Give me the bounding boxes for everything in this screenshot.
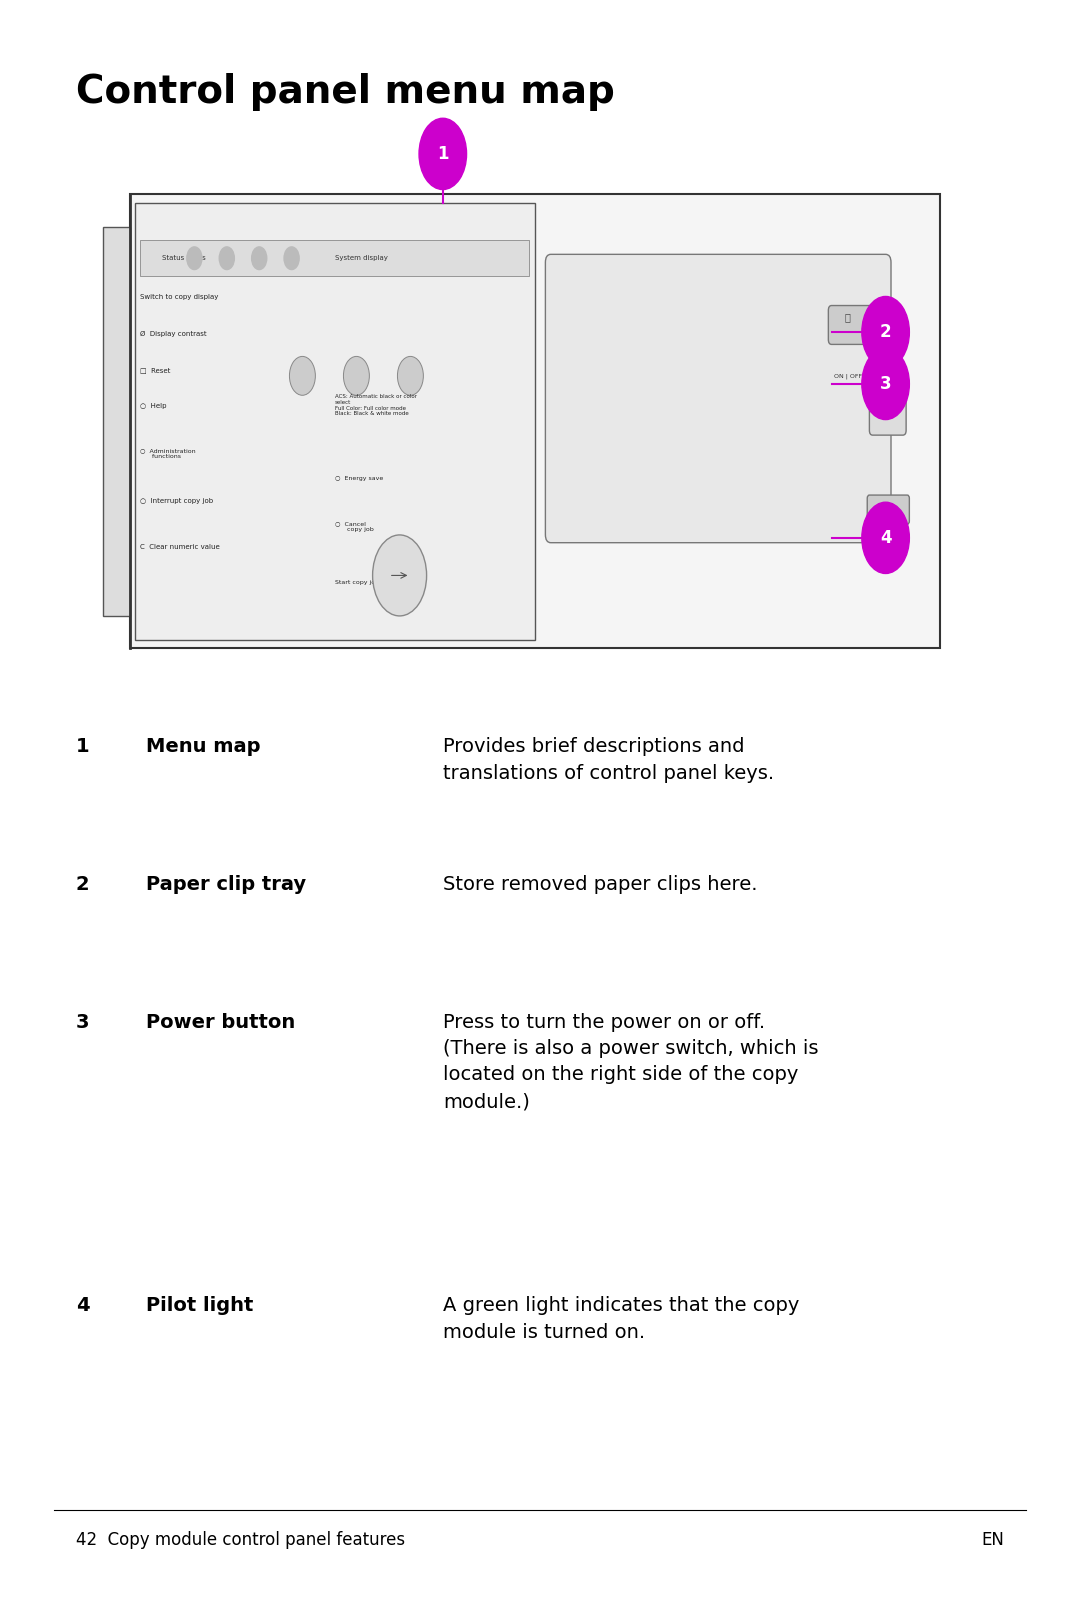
FancyBboxPatch shape bbox=[869, 381, 906, 436]
Circle shape bbox=[419, 118, 467, 190]
Text: ON | OFF: ON | OFF bbox=[834, 373, 862, 379]
Text: Store removed paper clips here.: Store removed paper clips here. bbox=[443, 875, 757, 894]
Circle shape bbox=[187, 246, 202, 269]
Circle shape bbox=[862, 348, 909, 420]
Text: 4: 4 bbox=[76, 1296, 90, 1315]
Text: Status lights: Status lights bbox=[162, 256, 206, 261]
Text: ○  Help: ○ Help bbox=[140, 403, 167, 410]
Text: ⏻: ⏻ bbox=[845, 313, 851, 322]
Circle shape bbox=[862, 296, 909, 368]
Text: Start copy job: Start copy job bbox=[335, 580, 379, 585]
Text: Paper clip tray: Paper clip tray bbox=[146, 875, 306, 894]
Circle shape bbox=[284, 246, 299, 269]
Text: 2: 2 bbox=[76, 875, 90, 894]
Text: 3: 3 bbox=[76, 1012, 90, 1032]
Text: □  Reset: □ Reset bbox=[140, 366, 171, 373]
Text: 2: 2 bbox=[880, 322, 891, 342]
Circle shape bbox=[397, 356, 423, 395]
Text: A green light indicates that the copy
module is turned on.: A green light indicates that the copy mo… bbox=[443, 1296, 799, 1341]
Text: Switch to copy display: Switch to copy display bbox=[140, 295, 219, 300]
Text: Press to turn the power on or off.
(There is also a power switch, which is
locat: Press to turn the power on or off. (Ther… bbox=[443, 1012, 819, 1111]
Text: Ø  Display contrast: Ø Display contrast bbox=[140, 330, 207, 337]
Circle shape bbox=[343, 356, 369, 395]
FancyBboxPatch shape bbox=[867, 496, 909, 525]
Text: C  Clear numeric value: C Clear numeric value bbox=[140, 544, 220, 549]
Text: EN: EN bbox=[982, 1531, 1004, 1549]
Text: 3: 3 bbox=[880, 374, 891, 394]
FancyBboxPatch shape bbox=[103, 227, 130, 616]
FancyBboxPatch shape bbox=[135, 202, 535, 640]
Text: ○  Interrupt copy job: ○ Interrupt copy job bbox=[140, 499, 214, 504]
Text: ○  Cancel
      copy job: ○ Cancel copy job bbox=[335, 522, 374, 531]
Text: System display: System display bbox=[335, 256, 388, 261]
Text: Power button: Power button bbox=[146, 1012, 295, 1032]
Circle shape bbox=[252, 246, 267, 269]
Text: Pilot light: Pilot light bbox=[146, 1296, 253, 1315]
Circle shape bbox=[219, 246, 234, 269]
Text: ACS: Automatic black or color
select
Full Color: Full color mode
Black: Black & : ACS: Automatic black or color select Ful… bbox=[335, 394, 417, 416]
Circle shape bbox=[862, 502, 909, 573]
Text: 1: 1 bbox=[76, 737, 90, 757]
Text: 1: 1 bbox=[437, 144, 448, 164]
Text: 4: 4 bbox=[880, 528, 891, 548]
FancyBboxPatch shape bbox=[130, 194, 940, 648]
Text: ○  Administration
      functions: ○ Administration functions bbox=[140, 449, 197, 458]
Text: Provides brief descriptions and
translations of control panel keys.: Provides brief descriptions and translat… bbox=[443, 737, 774, 782]
Text: Menu map: Menu map bbox=[146, 737, 260, 757]
FancyBboxPatch shape bbox=[828, 306, 900, 345]
Text: ○  Energy save: ○ Energy save bbox=[335, 476, 383, 481]
Circle shape bbox=[373, 535, 427, 616]
Text: Control panel menu map: Control panel menu map bbox=[76, 73, 615, 110]
Text: 42  Copy module control panel features: 42 Copy module control panel features bbox=[76, 1531, 405, 1549]
Circle shape bbox=[289, 356, 315, 395]
FancyBboxPatch shape bbox=[545, 254, 891, 543]
FancyBboxPatch shape bbox=[140, 240, 529, 275]
